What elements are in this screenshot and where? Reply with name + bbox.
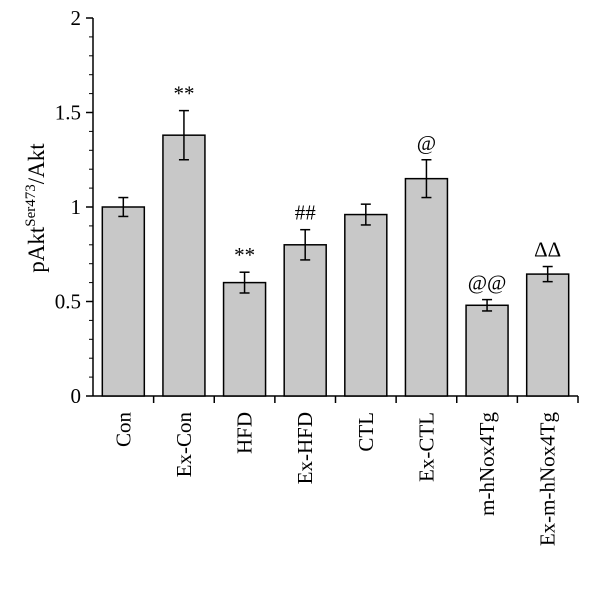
category-labels: Con Ex-Con HFD Ex-HFD CTL Ex-CTL m-hNox4Tg Ex-m… [111, 412, 559, 547]
significance-annotation: @ [417, 131, 436, 155]
bar [101, 206, 146, 397]
y-tick-label: 1 [71, 195, 82, 219]
category-label: HFD [233, 412, 257, 454]
bars [101, 134, 570, 397]
y-axis-title: pAktSer473/Akt [23, 143, 49, 273]
svg-text:pAktSer473/Akt: pAktSer473/Akt [23, 143, 49, 273]
y-tick-label: 2 [71, 6, 82, 30]
significance-annotation: ΔΔ [534, 238, 561, 262]
y-axis-title-superscript: Ser473 [23, 184, 39, 227]
y-axis-title-suffix: /Akt [24, 143, 49, 185]
bar [404, 177, 449, 397]
y-tick-label: 0.5 [55, 290, 81, 314]
bar [525, 273, 570, 397]
significance-annotation: ** [234, 243, 255, 267]
significance-annotations: ****##@@@ΔΔ [173, 82, 561, 295]
category-label: Ex-HFD [293, 412, 317, 484]
bar [222, 281, 267, 397]
y-tick-label: 1.5 [55, 101, 81, 125]
category-label: Ex-m-hNox4Tg [536, 412, 560, 547]
y-axis-title-main: pAkt [24, 226, 49, 273]
bar [283, 244, 327, 397]
bar [162, 134, 206, 397]
significance-annotation: ** [173, 82, 194, 106]
y-tick-label: 0 [71, 384, 82, 408]
category-label: CTL [354, 412, 378, 452]
category-label: Ex-Con [172, 412, 196, 478]
y-tick-labels: 0 0.5 1 1.5 2 [55, 6, 81, 408]
category-label: Ex-CTL [414, 412, 438, 482]
bar [465, 304, 509, 397]
category-label: m-hNox4Tg [475, 412, 499, 516]
category-label: Con [111, 412, 135, 448]
significance-annotation: @@ [468, 271, 507, 295]
significance-annotation: ## [295, 201, 317, 225]
error-bars [118, 109, 553, 312]
bar [344, 213, 388, 397]
